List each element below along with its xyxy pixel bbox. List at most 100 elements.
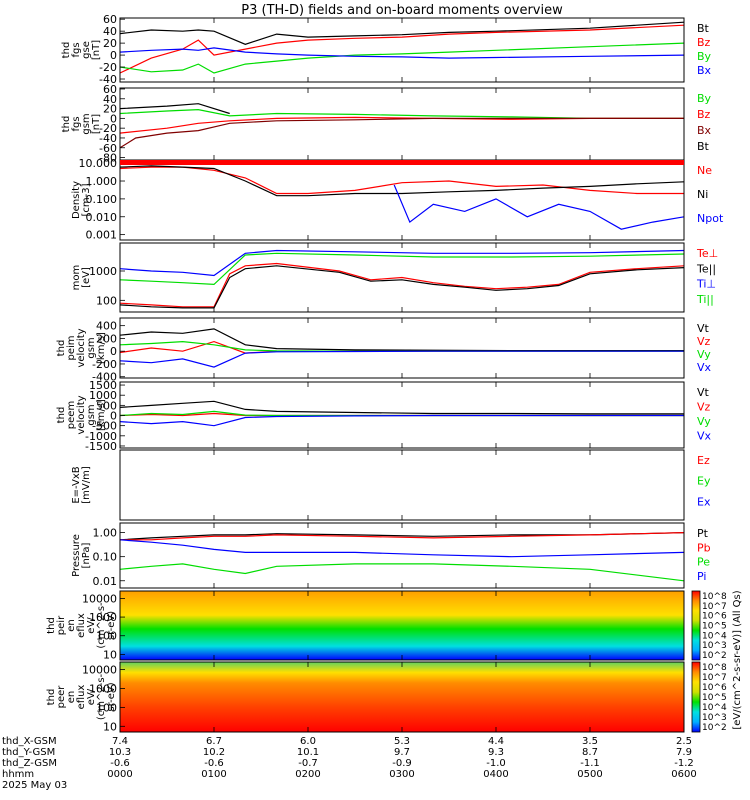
xaxis-tick-label: 5.3 [394, 736, 410, 747]
panel-8-series-Pi-line [119, 539, 685, 558]
panel-1-ytick-label: 60 [103, 13, 117, 26]
panel-8-frame [119, 522, 685, 589]
panel-10-ylabel-line: eflux [76, 685, 87, 710]
panel-7-legend-Ey: Ey [697, 475, 711, 488]
colorbar-tick-label: 10^6 [702, 612, 727, 622]
panel-3-legend-Ni: Ni [697, 188, 708, 201]
xaxis-tick-label: -1.0 [486, 758, 506, 769]
xaxis-row-label: thd_X-GSM [2, 736, 57, 747]
panel-6-ylabel-line: peem [66, 401, 77, 429]
panel-6-ytick-label: -500 [92, 420, 117, 433]
panel-3-ytick-label: 1.000 [86, 175, 118, 188]
panel-6-series-Vt-line [119, 400, 684, 415]
plot-title: P3 (TH-D) fields and on-board moments ov… [241, 3, 563, 18]
panel-4-series-Ti⊥-line [119, 249, 685, 277]
panel-8-ytick-label: 0.01 [93, 575, 118, 588]
panel-2-ylabel-line: gsm [81, 113, 92, 134]
panel-6-ytick-label: 1000 [89, 389, 117, 402]
panel-8-ylabel-line: Pressure [71, 534, 82, 577]
panel-5-series-Vt-line [119, 328, 684, 352]
xaxis-tick-label: 0400 [483, 769, 508, 780]
panel-6-legend-Vx: Vx [697, 430, 712, 443]
panel-5-ylabel-line: gsm [86, 337, 97, 358]
panel-9-ytick-label: 100 [96, 630, 117, 643]
xaxis-tick-label: 7.9 [676, 747, 692, 758]
xaxis-tick-label: 8.7 [582, 747, 598, 758]
colorbar-tick-label: 10^4 [702, 631, 727, 641]
panel-1-series-Bx-line [119, 47, 685, 59]
panel-2-series-Bz-line [119, 116, 684, 134]
panel-6-ylabel-line: thd [56, 407, 67, 424]
panel-5-ytick-label: 0 [110, 345, 117, 358]
panel-2-legend-By: By [697, 92, 712, 105]
panel-5-series-Vx-line [119, 350, 684, 368]
panel-1-legend-Bx: Bx [697, 64, 712, 77]
panel-10-spectrogram [120, 662, 684, 732]
xaxis-tick-label: 0100 [201, 769, 226, 780]
panel-1-ytick-label: 0 [110, 49, 117, 62]
panel-3-legend-Npot: Npot [697, 212, 724, 225]
panel-2-legend-Bt: Bt [697, 140, 710, 153]
panel-5-legend-Vx: Vx [697, 361, 712, 374]
panel-7-ylabel-line: E=-VxB [71, 466, 82, 503]
xaxis-tick-label: 4.4 [488, 736, 504, 747]
panel-2-ylabel-line: thd [61, 116, 72, 133]
colorbar-tick-label: 10^3 [702, 641, 727, 651]
panel-3-series-Npot-line [393, 184, 685, 230]
panel-3-ytick-label: 0.010 [86, 211, 118, 224]
colorbar-tick-label: 10^3 [702, 713, 727, 723]
xaxis-tick-label: -0.9 [392, 758, 412, 769]
panel-8-legend-Pt: Pt [697, 527, 709, 540]
panel-4-series-Te||-line [119, 265, 685, 309]
panel-5-ylabel-line: peim [66, 335, 77, 360]
panel-2-ytick-label: 60 [103, 83, 117, 96]
panel-2-series-Bx-line [119, 117, 684, 149]
panel-6-legend-Vt: Vt [697, 386, 710, 399]
xaxis-tick-label: 0500 [577, 769, 602, 780]
panel-3-ytick-label: 0.100 [86, 193, 118, 206]
xaxis-row-label: thd_Y-GSM [2, 747, 55, 758]
panel-3-series-Ni-line [119, 165, 685, 197]
panel-1-series-Bt-line [119, 21, 685, 45]
panel-1-ylabel-line: fgs [71, 42, 82, 57]
xaxis-tick-label: 0000 [107, 769, 132, 780]
panel-9-ytick-label: 1000 [89, 611, 117, 624]
panel-5-legend-Vy: Vy [697, 348, 711, 361]
panel-3-ytick-label: 10.000 [79, 157, 118, 170]
panel-9-spectrogram [120, 591, 684, 660]
panel-8-series-Pb-line [120, 532, 685, 541]
colorbar-tick-label: 10^7 [702, 602, 727, 612]
panel-1-ytick-label: 40 [103, 25, 117, 38]
panel-3-frame [119, 159, 685, 241]
panel-1-ytick-label: 20 [103, 37, 117, 50]
panel-2-ytick-label: -60 [99, 142, 117, 155]
panel-2-ytick-label: -80 [99, 152, 117, 165]
panel-10-ytick-label: 1000 [89, 682, 117, 695]
panel-4-series-Ti||-line [119, 252, 685, 286]
panel-3-ytick-label: 0.001 [86, 229, 118, 242]
colorbar-tick-label: 10^5 [702, 622, 727, 632]
panel-9-ylabel-line: en [66, 619, 77, 632]
panel-6-ytick-label: -1500 [85, 440, 117, 453]
xaxis-tick-label: 10.1 [297, 747, 319, 758]
panel-10-ylabel-line: eV/ [86, 688, 97, 705]
panel-6-ylabel-line: [km/s] [96, 399, 107, 431]
panel-10-ytick-label: 100 [96, 701, 117, 714]
panel-4-ytick-label: 100 [96, 294, 117, 307]
panel-8-ytick-label: 0.10 [93, 551, 118, 564]
panel-2-ytick-label: -40 [99, 132, 117, 145]
panel-8-series-Pt-line [119, 532, 685, 541]
panel-1-legend-Bt: Bt [697, 22, 710, 35]
panel-9-colorbar [691, 590, 701, 661]
panel-4-legend-Ti⊥: Ti⊥ [696, 278, 716, 291]
panel-4-ytick-label: 1000 [89, 265, 117, 278]
panel-2-ytick-label: 0 [110, 112, 117, 125]
panel-6-ytick-label: 500 [96, 399, 117, 412]
panel-2-series-By-line [119, 108, 684, 119]
colorbar-tick-label: 10^2 [702, 723, 727, 733]
panel-5-ytick-label: 400 [96, 320, 117, 333]
colorbar-tick-label: 10^5 [702, 693, 727, 703]
panel-5-ytick-label: -200 [92, 358, 117, 371]
xaxis-tick-label: -0.7 [298, 758, 318, 769]
